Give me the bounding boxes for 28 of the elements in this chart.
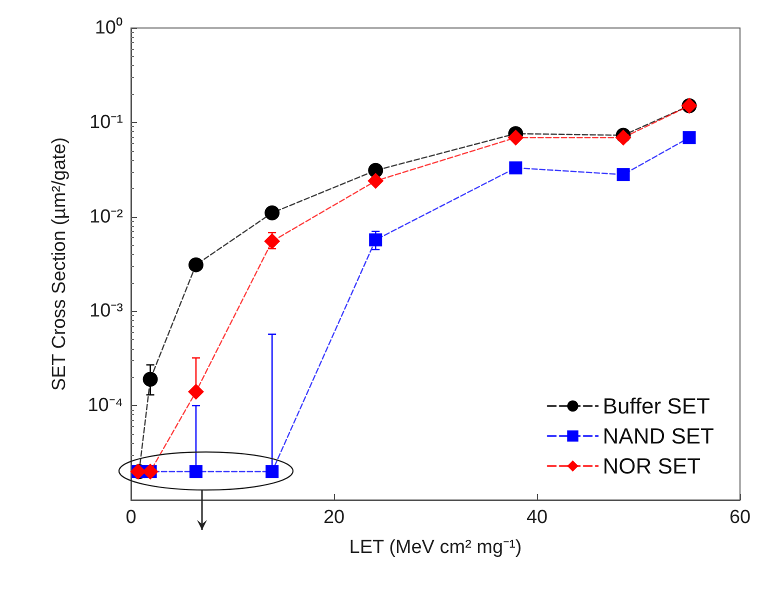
y-tick-label: 10⁰	[94, 16, 123, 38]
legend-label: NOR SET	[602, 454, 701, 478]
y-tick-label: 10⁻⁴	[88, 395, 123, 416]
point	[615, 130, 632, 146]
point	[509, 161, 522, 174]
x-tick-label: 20	[323, 507, 345, 528]
y-tick-label: 10⁻²	[90, 206, 123, 228]
point	[264, 205, 280, 220]
point	[682, 131, 696, 144]
point	[142, 372, 158, 387]
point	[188, 384, 204, 400]
x-tick-label: 60	[729, 507, 751, 528]
legend-label: NAND SET	[602, 424, 714, 448]
point	[189, 465, 202, 478]
x-axis-title: LET (MeV cm² mg⁻¹)	[349, 537, 522, 558]
point	[508, 130, 524, 146]
point	[616, 168, 630, 182]
x-tick-label: 40	[526, 507, 548, 528]
x-tick-label: 0	[126, 507, 136, 528]
y-tick-label: 10⁻³	[90, 300, 123, 322]
point	[266, 465, 279, 478]
y-axis-title: SET Cross Section (µm²/gate)	[49, 137, 70, 391]
point	[264, 233, 280, 250]
point	[188, 257, 204, 272]
y-tick-label: 10⁻¹	[90, 112, 123, 133]
legend-label: Buffer SET	[602, 394, 710, 418]
point	[369, 233, 382, 246]
point	[368, 172, 384, 189]
